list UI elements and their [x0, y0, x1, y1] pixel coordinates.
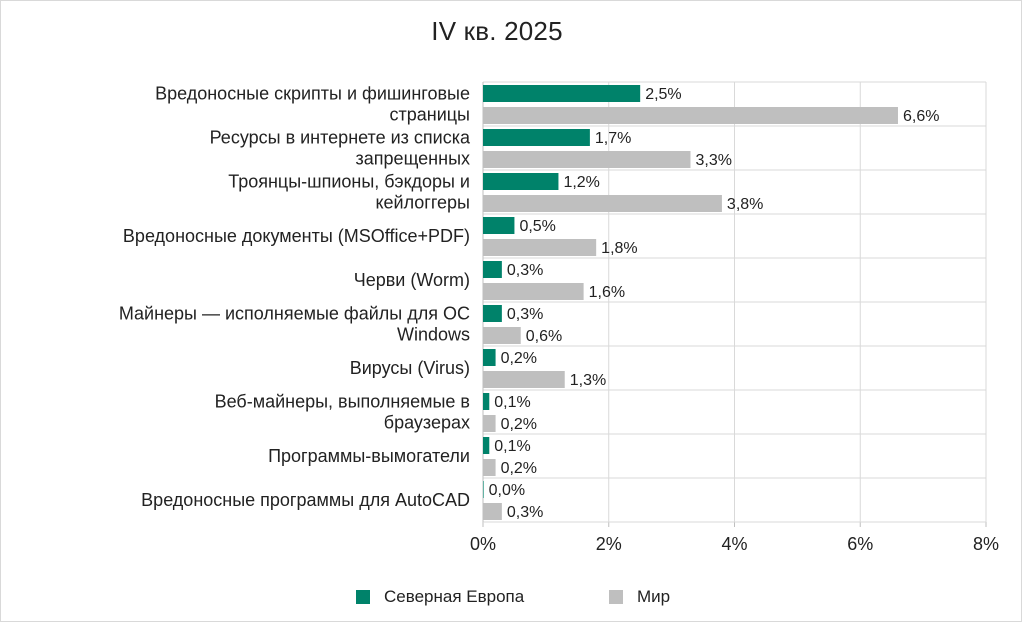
bar-northern-europe: [483, 129, 590, 146]
category-label-line: Ресурсы в интернете из списка: [210, 128, 471, 148]
bar-world: [483, 195, 722, 212]
legend-item-northern-europe: Северная Европа: [356, 587, 524, 607]
value-label-world: 3,8%: [727, 196, 763, 213]
category-label-line: Вирусы (Virus): [350, 358, 470, 378]
value-label-world: 0,3%: [507, 504, 543, 521]
category-label: Программы-вымогатели: [268, 446, 470, 466]
value-label-world: 3,3%: [695, 152, 731, 169]
value-label-northern-europe: 0,2%: [501, 350, 537, 367]
value-label-world: 1,6%: [589, 284, 625, 301]
value-label-northern-europe: 0,3%: [507, 306, 543, 323]
legend-label-world: Мир: [637, 587, 671, 606]
legend: Северная Европа Мир: [0, 587, 1024, 615]
x-tick-label: 8%: [973, 534, 999, 554]
bar-world: [483, 239, 597, 256]
value-label-world: 1,3%: [570, 372, 606, 389]
value-label-northern-europe: 0,1%: [494, 394, 530, 411]
category-label-line: запрещенных: [356, 149, 470, 169]
category-label: Вредоносные документы (MSOffice+PDF): [123, 226, 470, 246]
value-label-world: 0,6%: [526, 328, 562, 345]
bar-northern-europe: [483, 349, 496, 366]
value-label-northern-europe: 1,2%: [563, 174, 599, 191]
x-tick-label: 0%: [470, 534, 496, 554]
legend-swatch-world: [609, 590, 623, 604]
category-label-line: браузерах: [384, 413, 470, 433]
x-tick-label: 4%: [721, 534, 747, 554]
bar-world: [483, 503, 502, 520]
value-label-world: 1,8%: [601, 240, 637, 257]
bar-northern-europe: [483, 217, 515, 234]
category-label-line: страницы: [389, 105, 470, 125]
category-label-line: Майнеры — исполняемые файлы для ОС: [119, 304, 470, 324]
value-label-northern-europe: 1,7%: [595, 130, 631, 147]
category-label-line: кейлоггеры: [375, 193, 470, 213]
bar-northern-europe: [483, 173, 559, 190]
value-label-world: 0,2%: [501, 460, 537, 477]
bar-world: [483, 283, 584, 300]
bar-northern-europe: [483, 85, 641, 102]
bar-world: [483, 327, 521, 344]
legend-item-world: Мир: [609, 587, 670, 607]
bar-northern-europe: [483, 481, 484, 498]
bar-northern-europe: [483, 437, 490, 454]
category-label: Ресурсы в интернете из списка запрещенных: [210, 128, 471, 169]
bar-world: [483, 371, 565, 388]
bar-world: [483, 107, 898, 124]
bar-world: [483, 459, 496, 476]
category-label: Черви (Worm): [354, 270, 470, 290]
bar-northern-europe: [483, 261, 502, 278]
bar-world: [483, 151, 691, 168]
category-label-line: Веб-майнеры, выполняемые в: [215, 392, 470, 412]
bar-northern-europe: [483, 305, 502, 322]
category-label: Вредоносные скрипты и фишинговые страницы: [155, 84, 470, 125]
chart-title: IV кв. 2025: [431, 16, 563, 46]
bar-northern-europe: [483, 393, 490, 410]
category-label-line: Вредоносные программы для AutoCAD: [141, 490, 470, 510]
value-label-world: 6,6%: [903, 108, 939, 125]
legend-label-northern-europe: Северная Европа: [384, 587, 525, 606]
category-label-line: Программы-вымогатели: [268, 446, 470, 466]
bar-world: [483, 415, 496, 432]
value-label-northern-europe: 2,5%: [645, 86, 681, 103]
value-label-northern-europe: 0,0%: [489, 482, 525, 499]
category-label-line: Черви (Worm): [354, 270, 470, 290]
value-label-northern-europe: 0,5%: [519, 218, 555, 235]
category-label-line: Вредоносные скрипты и фишинговые: [155, 84, 470, 104]
category-label-line: Windows: [397, 325, 470, 345]
category-label-line: Троянцы-шпионы, бэкдоры и: [228, 172, 470, 192]
value-label-northern-europe: 0,1%: [494, 438, 530, 455]
category-label: Веб-майнеры, выполняемые в браузерах: [215, 392, 470, 433]
category-label-line: Вредоносные документы (MSOffice+PDF): [123, 226, 470, 246]
category-label: Вирусы (Virus): [350, 358, 470, 378]
value-label-world: 0,2%: [501, 416, 537, 433]
value-label-northern-europe: 0,3%: [507, 262, 543, 279]
category-label: Троянцы-шпионы, бэкдоры и кейлоггеры: [228, 172, 470, 213]
category-label: Вредоносные программы для AutoCAD: [141, 490, 470, 510]
category-label: Майнеры — исполняемые файлы для ОС Window…: [119, 304, 470, 345]
legend-swatch-northern-europe: [356, 590, 370, 604]
x-tick-label: 6%: [847, 534, 873, 554]
x-tick-label: 2%: [596, 534, 622, 554]
